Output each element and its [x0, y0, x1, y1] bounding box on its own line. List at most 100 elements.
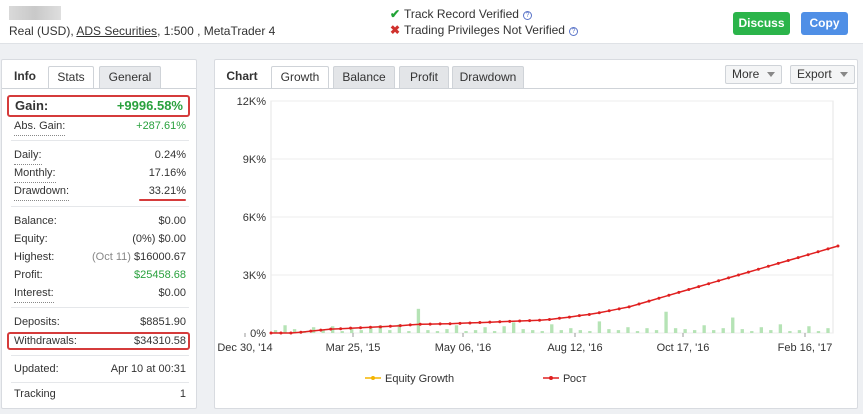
chart-panel: Chart Growth Balance Profit Drawdown Mor… [214, 59, 858, 409]
growth-chart: 0% 3K% 6K% 9K% 12K% Dec 30, '14 Mar 25, '15 Ma… [217, 96, 840, 385]
withdrawals-row: Withdrawals: $34310.58 [12, 332, 186, 350]
growth-point [428, 322, 432, 326]
abs-gain-value: +287.61% [136, 120, 186, 132]
gain-highlight: Gain: +9996.58% [7, 95, 190, 117]
chevron-down-icon [839, 72, 848, 77]
export-dropdown[interactable]: Export [790, 65, 855, 84]
help-icon[interactable]: ? [522, 11, 532, 20]
growth-point [528, 319, 532, 323]
help-icon[interactable]: ? [568, 27, 578, 36]
divider [11, 355, 189, 356]
tab-general[interactable]: General [99, 66, 161, 88]
growth-point [478, 321, 482, 325]
x-tick-label: Mar 25, '15 [326, 342, 381, 354]
growth-point [448, 322, 452, 326]
growth-point [776, 261, 780, 265]
drawdown-row: Drawdown: 33.21% [12, 182, 186, 201]
activity-bar [645, 328, 649, 333]
growth-point [687, 288, 691, 291]
tab-stats[interactable]: Stats [48, 66, 94, 88]
balance-row: Balance: $0.00 [12, 212, 186, 230]
growth-point [627, 305, 631, 309]
updated-value: Apr 10 at 00:31 [110, 363, 186, 375]
activity-bar [721, 328, 725, 333]
activity-bar [635, 331, 640, 333]
growth-point [737, 273, 741, 277]
legend-growth-label[interactable]: Рост [563, 373, 587, 385]
activity-bar [321, 330, 325, 333]
activity-bar [664, 311, 668, 333]
tab-profit[interactable]: Profit [399, 66, 449, 88]
profit-row: Profit: $25458.68 [12, 266, 186, 284]
more-dropdown[interactable]: More [725, 65, 783, 84]
activity-bar [397, 324, 402, 333]
divider [11, 382, 189, 383]
deposits-label: Deposits: [14, 316, 60, 328]
activity-bar [769, 330, 773, 333]
growth-point [388, 324, 392, 328]
growth-point [378, 325, 382, 329]
info-title: Info [14, 69, 36, 83]
growth-point [548, 317, 552, 321]
x-tick-label: Dec 30, '14 [217, 342, 272, 354]
activity-bar [473, 330, 478, 333]
activity-bar [559, 330, 563, 333]
interest-value: $0.00 [158, 287, 186, 299]
activity-bar [521, 329, 525, 333]
tab-drawdown[interactable]: Drawdown [452, 66, 524, 88]
growth-point [279, 331, 283, 335]
growth-point [577, 314, 581, 318]
activity-bar [492, 331, 497, 333]
profit-value: $25458.68 [134, 269, 186, 281]
activity-bar [283, 325, 287, 333]
activity-bar [350, 329, 354, 333]
growth-point [717, 279, 721, 283]
equity-value: (0%) $0.00 [132, 233, 186, 245]
growth-point [816, 250, 820, 254]
growth-point [309, 329, 313, 333]
activity-bar [712, 330, 716, 333]
growth-point [339, 327, 343, 331]
track-record-status: ✔ Track Record Verified? [390, 7, 532, 21]
activity-bar [569, 328, 573, 333]
copy-button[interactable]: Copy [801, 12, 848, 35]
chevron-down-icon [767, 72, 776, 77]
x-tick-label: May 06, '16 [435, 342, 492, 354]
growth-point [299, 330, 303, 334]
tracking-value: 1 [179, 388, 186, 400]
info-panel: Info Stats General Gain: +9996.58% Abs. … [1, 59, 197, 409]
growth-point [398, 324, 402, 328]
growth-point [677, 290, 681, 294]
activity-bar [731, 317, 735, 333]
tab-growth[interactable]: Growth [271, 66, 329, 88]
x-tick-label: Oct 17, '16 [657, 342, 710, 354]
discuss-button[interactable]: Discuss [733, 12, 790, 35]
activity-bar [378, 325, 382, 333]
growth-point [756, 267, 760, 271]
growth-point [329, 327, 333, 331]
activity-bar [340, 331, 344, 333]
equity-label: Equity: [14, 233, 48, 245]
activity-bar [454, 325, 459, 333]
tab-balance[interactable]: Balance [333, 66, 395, 88]
legend-equity-label[interactable]: Equity Growth [385, 373, 454, 385]
broker-link[interactable]: ADS Securities [76, 24, 158, 38]
updated-row: Updated: Apr 10 at 00:31 [12, 360, 186, 378]
activity-bar [588, 331, 592, 333]
growth-point [727, 276, 731, 280]
activity-bar [388, 330, 392, 333]
activity-bar [692, 330, 697, 333]
highest-date: (Oct 11) [92, 251, 131, 263]
growth-point [498, 320, 502, 324]
growth-point [349, 326, 353, 330]
activity-bar [750, 331, 754, 333]
growth-point [766, 264, 770, 268]
withdrawals-label: Withdrawals: [14, 335, 77, 347]
growth-point [538, 318, 542, 322]
balance-label: Balance: [14, 215, 57, 227]
activity-bar [531, 330, 535, 333]
growth-point [438, 322, 442, 326]
activity-bar [740, 329, 744, 333]
growth-point [786, 259, 790, 262]
growth-series-line [271, 245, 839, 334]
